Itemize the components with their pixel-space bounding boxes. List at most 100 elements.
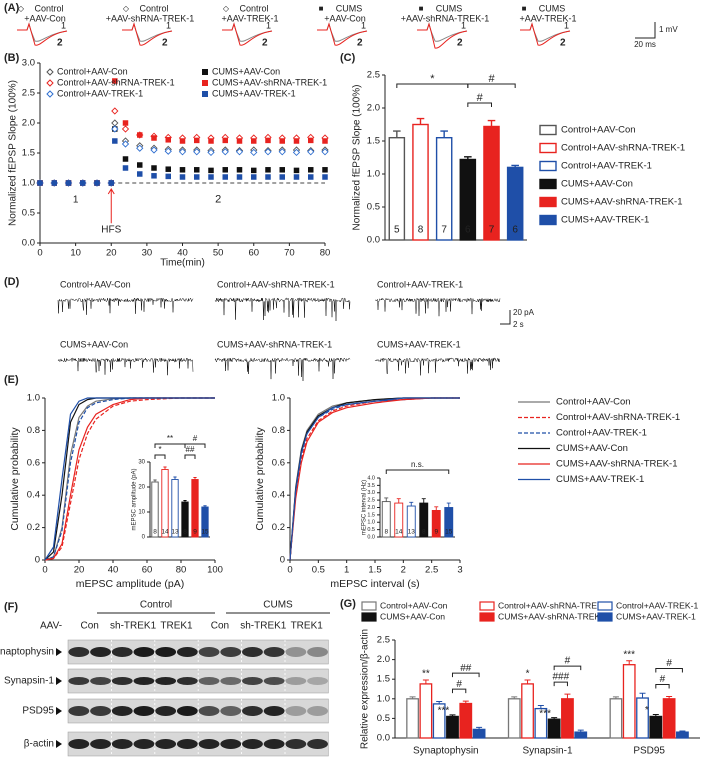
bar [547,718,561,739]
y-tick-label: 0.0 [367,534,375,540]
y-tick-label: 3.0 [367,490,375,496]
trace-label: Control+AAV-shRNA-TREK-1 [217,279,335,289]
band [155,706,177,716]
sig-label: * [645,705,649,716]
bar [483,125,500,241]
panel-label: (A) [4,2,20,14]
x-tick-label: Synapsin-1 [522,746,572,757]
point [193,137,200,144]
group-label: CUMS [436,3,463,13]
band [263,647,285,657]
bar [435,136,453,241]
x-tick-label: 50 [213,248,224,259]
panel-label: (B) [4,52,20,64]
trace [122,22,173,46]
trace-label: CUMS+AAV-TREK-1 [377,339,461,349]
legend-marker [202,91,208,97]
trace [222,22,273,46]
sig-label: n.s. [411,460,424,469]
band [220,739,242,749]
sig-bracket [451,672,480,678]
point [265,137,271,144]
y-tick-label: 0.6 [27,457,40,468]
line [44,397,215,561]
row-arrow [56,677,62,685]
x-tick-label: 10 [70,248,81,259]
point [108,180,114,186]
trace [374,357,501,376]
band [155,739,177,749]
y-tick-label: 0 [35,555,40,566]
y-tick-label: 2.5 [22,88,35,99]
y-tick-label: 2.0 [367,505,375,511]
point [122,165,129,171]
annotation: 2 [215,194,221,206]
y-tick-label: 0.4 [272,490,285,501]
bar [394,502,404,538]
point [121,140,130,148]
band [220,706,242,716]
legend-label: Control+AAV-Con [57,66,128,76]
group-marker: ■ [319,4,324,13]
x-tick-label: 3 [457,565,462,576]
group-marker: ◇ [123,4,130,13]
y-tick-label: 0 [142,535,146,541]
sig-bracket [553,681,568,687]
point [51,180,58,186]
scale-label: 20 pA [513,308,535,317]
trace [214,297,351,322]
point [235,148,244,156]
bar [406,698,419,739]
bar [181,501,189,538]
band [198,739,220,749]
point [207,148,215,157]
sig-label: # [456,679,462,690]
band [90,706,111,716]
point [222,174,228,180]
bar [431,510,441,538]
y-tick-label: 0.5 [377,713,390,724]
point [264,148,272,156]
legend-swatch [597,601,613,611]
bar [432,703,446,739]
bar [201,506,209,538]
sig-label: * [430,73,435,85]
point [165,173,171,180]
legend-label: Control+AAV-shRNA-TREK-1 [57,77,175,87]
band [242,706,263,716]
bar [472,728,486,739]
legend-label: CUMS+AAV-Con [380,611,445,621]
sig-label: # [477,92,484,104]
x-axis-label: Time(min) [160,258,205,269]
band [307,677,328,685]
point [321,148,329,156]
group-label: +AAV-TREK-1 [221,13,278,23]
legend-label: CUMS+AAV-TREK-1 [212,88,296,98]
bar [521,683,534,739]
trace-label: 1 [266,20,271,30]
legend-swatch [539,214,557,226]
x-tick-label: 1.5 [368,565,381,576]
point [193,148,201,156]
sig-label: # [666,658,672,669]
group-label: Control [140,600,172,611]
band [90,677,111,685]
scale-label: 1 mV [659,25,678,34]
lane-label: Con [81,621,99,632]
point [165,166,171,172]
group-label: +AAV-TREK-1 [519,13,576,23]
group-marker: ◇ [223,4,230,13]
y-tick-label: 0.5 [22,208,35,219]
line [289,397,460,561]
y-tick-label: 0.8 [27,425,40,436]
trace [214,357,351,382]
y-tick-label: 0.5 [367,202,380,213]
row-arrow [56,648,62,656]
bar [574,731,588,739]
band [176,677,198,685]
x-tick-label: Synaptophysin [413,746,479,757]
bar [534,707,548,739]
protein-label: PSD95 [22,706,54,717]
scale-label: 2 s [513,320,524,329]
y-tick-label: 3.5 [367,483,375,489]
